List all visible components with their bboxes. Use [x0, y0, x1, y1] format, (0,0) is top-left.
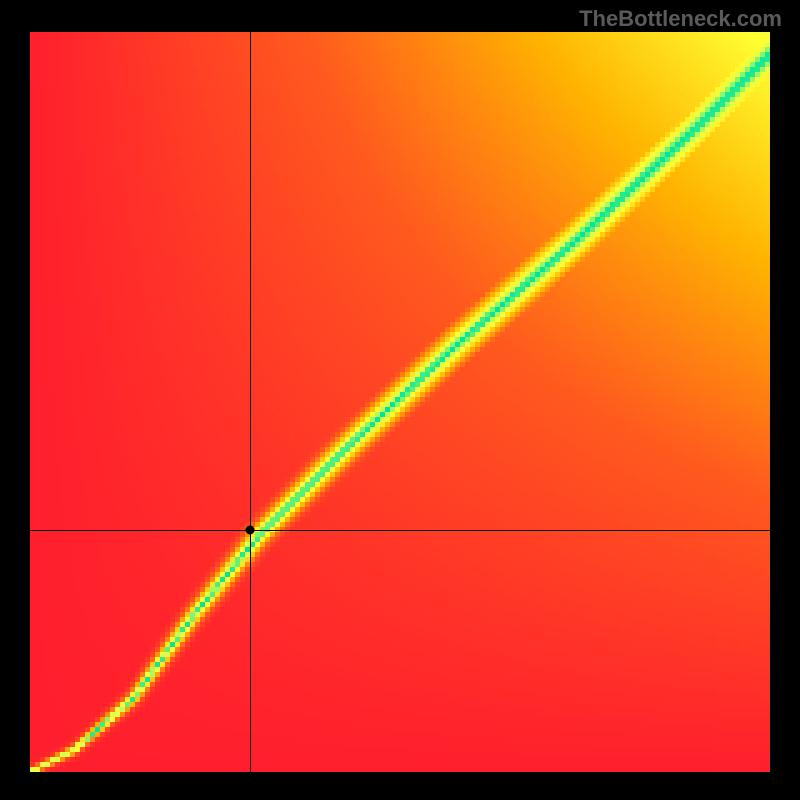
bottleneck-heatmap [30, 32, 770, 772]
heatmap-canvas [30, 32, 770, 772]
chart-container: TheBottleneck.com [0, 0, 800, 800]
crosshair-horizontal [30, 530, 770, 531]
watermark-text: TheBottleneck.com [579, 6, 782, 32]
crosshair-marker [245, 526, 254, 535]
crosshair-vertical [250, 32, 251, 772]
